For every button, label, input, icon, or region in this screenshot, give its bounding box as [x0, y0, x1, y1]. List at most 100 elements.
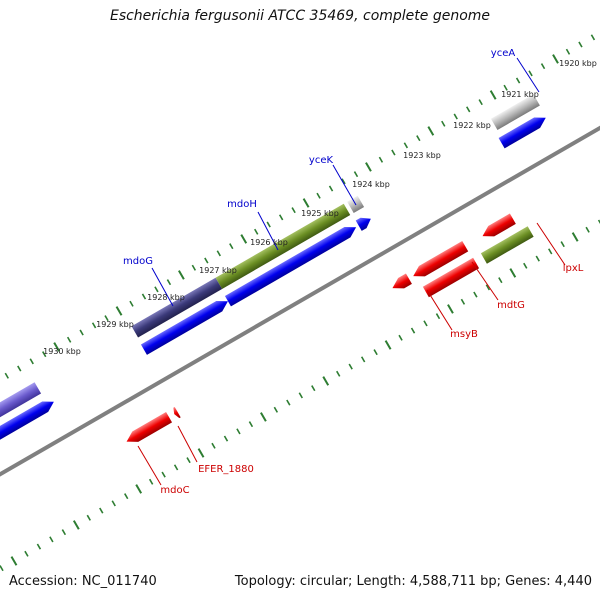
- inner-scale-tick: [585, 226, 590, 233]
- inner-scale-tick: [435, 313, 441, 320]
- inner-scale-tick: [49, 536, 54, 543]
- label-line-yceK: [332, 164, 357, 206]
- gene-bar-mdtG: [422, 257, 480, 298]
- scale-track-outer: [4, 34, 596, 379]
- outer-scale-tick: [291, 207, 296, 214]
- outer-scale-tick: [365, 162, 372, 172]
- outer-scale-tick: [328, 185, 334, 192]
- inner-scale-tick: [99, 507, 104, 514]
- inner-scale-tick: [509, 268, 517, 278]
- label-line-EFER_1880: [177, 425, 198, 463]
- outer-scale-tick: [266, 221, 271, 228]
- outer-scale-tick: [91, 322, 97, 329]
- inner-scale-tick: [360, 356, 366, 363]
- feature-track: [0, 94, 546, 453]
- scale-label: 1921 kbp: [501, 90, 539, 99]
- outer-scale-tick: [204, 257, 209, 264]
- label-line-mdoH: [257, 211, 279, 251]
- inner-scale-tick: [260, 412, 267, 422]
- gene-label-mdoC: mdoC: [160, 485, 189, 496]
- inner-scale-tick: [336, 370, 341, 377]
- genome-backbone: [0, 0, 600, 553]
- inner-scale-tick: [373, 349, 378, 356]
- outer-scale-tick: [4, 372, 9, 379]
- outer-scale-tick: [427, 126, 435, 136]
- inner-scale-tick: [135, 484, 143, 494]
- inner-scale-tick: [248, 421, 254, 428]
- inner-scale-tick: [560, 241, 565, 248]
- cds-arrow-lpxL: [482, 213, 516, 237]
- gene-label-lpxL: lpxL: [563, 263, 584, 274]
- inner-scale-tick: [473, 291, 478, 298]
- inner-scale-tick: [223, 435, 229, 442]
- outer-scale-tick: [391, 149, 396, 156]
- outer-scale-tick: [191, 264, 197, 271]
- outer-scale-tick: [178, 270, 185, 280]
- accession-text: Accession: NC_011740: [9, 574, 157, 589]
- outer-scale-tick: [29, 358, 34, 365]
- scale-label: 1926 kbp: [250, 238, 288, 247]
- outer-scale-tick: [441, 120, 446, 127]
- outer-scale-tick: [341, 178, 346, 185]
- inner-scale-tick: [273, 406, 279, 413]
- inner-scale-tick: [311, 385, 316, 392]
- scale-track-inner: [0, 219, 600, 572]
- label-line-lpxL: [536, 222, 566, 266]
- scale-label: 1925 kbp: [301, 209, 339, 218]
- inner-scale-tick: [72, 520, 80, 530]
- outer-scale-tick: [489, 90, 497, 100]
- scale-label: 1923 kbp: [403, 151, 441, 160]
- outer-scale-tick: [166, 279, 172, 286]
- gene-bar-mdoH: [215, 203, 351, 289]
- scale-label: 1927 kbp: [199, 266, 237, 275]
- inner-scale-tick: [61, 529, 67, 536]
- cds-arrow-EFER_1880: [173, 406, 181, 419]
- outer-scale-tick: [578, 41, 583, 48]
- gene-label-msyB: msyB: [450, 329, 478, 340]
- inner-scale-tick: [211, 442, 216, 449]
- gene-label-EFER_1880: EFER_1880: [198, 464, 254, 475]
- inner-scale-tick: [447, 304, 454, 314]
- outer-scale-tick: [378, 156, 384, 163]
- cds-arrow-msyB: [392, 273, 412, 289]
- outer-scale-tick: [403, 142, 409, 149]
- scale-label: 1930 kbp: [43, 347, 81, 356]
- cds-arrow-mdoC: [126, 411, 173, 442]
- gene-label-yceA: yceA: [491, 48, 516, 59]
- outer-scale-tick: [466, 106, 471, 113]
- gene-bar-lpxL: [480, 226, 534, 264]
- inner-scale-tick: [286, 399, 291, 406]
- inner-scale-tick: [86, 514, 91, 521]
- gene-label-yceK: yceK: [309, 155, 334, 166]
- inner-scale-tick: [161, 471, 166, 478]
- inner-scale-tick: [173, 464, 179, 471]
- gene-label-mdtG: mdtG: [497, 300, 525, 311]
- inner-scale-tick: [485, 284, 491, 291]
- outer-scale-tick: [115, 306, 123, 316]
- outer-scale-tick: [528, 70, 533, 77]
- inner-scale-tick: [186, 457, 191, 464]
- outer-scale-tick: [216, 250, 221, 257]
- inner-scale-tick: [523, 262, 528, 269]
- topology-text: Topology: circular; Length: 4,588,711 bp…: [234, 574, 592, 589]
- label-line-yceA: [516, 57, 540, 93]
- outer-scale-tick: [79, 329, 84, 336]
- outer-scale-tick: [129, 300, 134, 307]
- outer-scale-tick: [515, 77, 521, 84]
- outer-scale-tick: [66, 336, 72, 343]
- inner-scale-tick: [597, 219, 600, 226]
- scale-label: 1922 kbp: [453, 121, 491, 130]
- gene-bar-yceA: [490, 94, 540, 130]
- outer-scale-tick: [141, 293, 147, 300]
- outer-scale-tick: [478, 99, 483, 106]
- cds-arrow-yceK: [355, 217, 371, 231]
- inner-scale-tick: [298, 392, 303, 399]
- inner-scale-tick: [548, 248, 553, 255]
- outer-scale-tick: [453, 113, 458, 120]
- inner-scale-tick: [460, 298, 466, 305]
- outer-scale-tick: [416, 135, 421, 142]
- gene-label-mdoH: mdoH: [227, 199, 257, 210]
- inner-scale-tick: [148, 478, 154, 485]
